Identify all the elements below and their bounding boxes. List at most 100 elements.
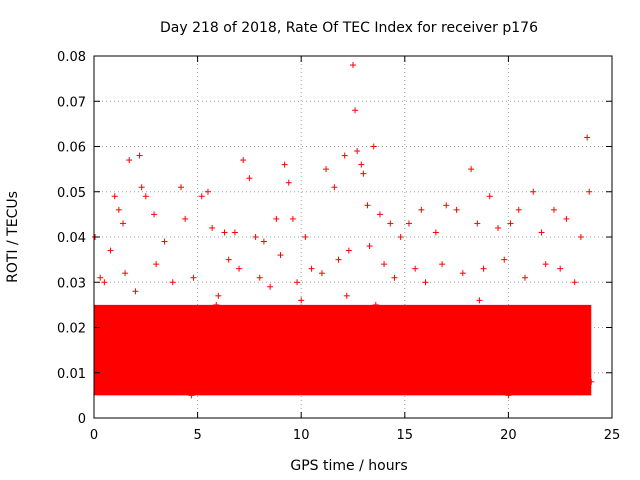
x-tick-label: 10: [293, 428, 310, 443]
x-axis-label: GPS time / hours: [290, 458, 407, 474]
data-point: [142, 193, 149, 200]
data-point: [256, 274, 263, 281]
data-point: [364, 202, 371, 209]
x-tick-label: 25: [604, 428, 621, 443]
data-point: [138, 184, 145, 191]
data-point: [559, 315, 566, 322]
data-point: [393, 310, 400, 317]
data-point: [538, 229, 545, 236]
data-point: [294, 279, 301, 286]
data-marks: [92, 62, 595, 399]
data-point: [501, 256, 508, 263]
data-point: [401, 383, 408, 390]
data-point: [495, 224, 502, 231]
data-point: [95, 315, 102, 322]
data-point: [244, 306, 251, 313]
data-point: [231, 229, 238, 236]
data-point: [397, 234, 404, 240]
y-tick-label: 0.04: [57, 231, 86, 246]
data-point: [107, 247, 114, 254]
data-point: [285, 179, 292, 186]
grid: [94, 56, 612, 418]
y-tick-label: 0.03: [57, 276, 86, 291]
data-point: [474, 220, 481, 227]
dense-band-region: [94, 304, 592, 396]
data-point: [515, 206, 522, 213]
data-point: [387, 220, 394, 227]
y-tick-label: 0.01: [57, 367, 86, 382]
data-point: [544, 342, 551, 349]
data-point: [267, 283, 274, 290]
data-point: [130, 347, 137, 354]
data-point: [213, 301, 220, 308]
data-point: [144, 324, 151, 331]
data-point: [426, 315, 433, 322]
data-point: [250, 333, 257, 340]
data-point: [569, 351, 576, 358]
data-point: [584, 134, 591, 141]
y-tick-label: 0.07: [57, 95, 86, 110]
data-point: [188, 392, 195, 399]
data-point: [439, 261, 446, 268]
data-point: [331, 184, 338, 191]
data-point: [149, 342, 156, 349]
data-point: [497, 319, 504, 326]
data-point: [360, 170, 367, 177]
data-point: [486, 193, 493, 200]
data-point: [358, 161, 365, 168]
data-point: [577, 234, 584, 240]
data-point: [372, 301, 379, 308]
dense-band: [94, 304, 592, 396]
data-point: [115, 206, 122, 213]
chart-title: Day 218 of 2018, Rate Of TEC Index for r…: [160, 20, 538, 36]
data-point: [97, 274, 104, 281]
data-point: [277, 252, 284, 259]
data-point: [120, 220, 127, 227]
data-point: [534, 306, 541, 313]
data-point: [542, 261, 549, 268]
data-point: [165, 310, 172, 317]
data-point: [308, 265, 315, 272]
data-point: [557, 265, 564, 272]
data-point: [453, 206, 460, 213]
data-point: [434, 374, 441, 381]
data-point: [480, 265, 487, 272]
data-point: [468, 166, 475, 173]
data-point: [314, 347, 321, 354]
data-point: [571, 279, 578, 286]
data-point: [327, 306, 334, 313]
data-point: [418, 206, 425, 213]
data-point: [323, 166, 330, 173]
data-point: [153, 261, 160, 268]
data-point: [370, 143, 377, 150]
data-point: [204, 188, 211, 195]
data-point: [209, 224, 216, 231]
data-point: [200, 338, 207, 345]
data-point: [157, 369, 164, 376]
data-point: [161, 238, 168, 245]
data-point: [490, 369, 497, 376]
data-point: [507, 220, 514, 227]
y-tick-label: 0: [78, 412, 86, 427]
data-point: [329, 365, 336, 372]
data-point: [252, 234, 259, 240]
data-point: [588, 378, 595, 385]
data-point: [563, 215, 570, 222]
data-point: [422, 279, 429, 286]
data-point: [414, 347, 421, 354]
data-point: [136, 152, 143, 159]
data-point: [447, 338, 454, 345]
data-point: [347, 333, 354, 340]
data-point: [443, 202, 450, 209]
data-point: [586, 188, 593, 195]
data-point: [376, 211, 383, 218]
data-point: [101, 279, 108, 286]
data-point: [550, 206, 557, 213]
y-tick-label: 0.02: [57, 322, 86, 337]
data-point: [511, 347, 518, 354]
data-point: [302, 234, 309, 240]
data-point: [236, 265, 243, 272]
x-axis: 0 5 10 15 20 25: [90, 56, 620, 443]
data-point: [530, 188, 537, 195]
